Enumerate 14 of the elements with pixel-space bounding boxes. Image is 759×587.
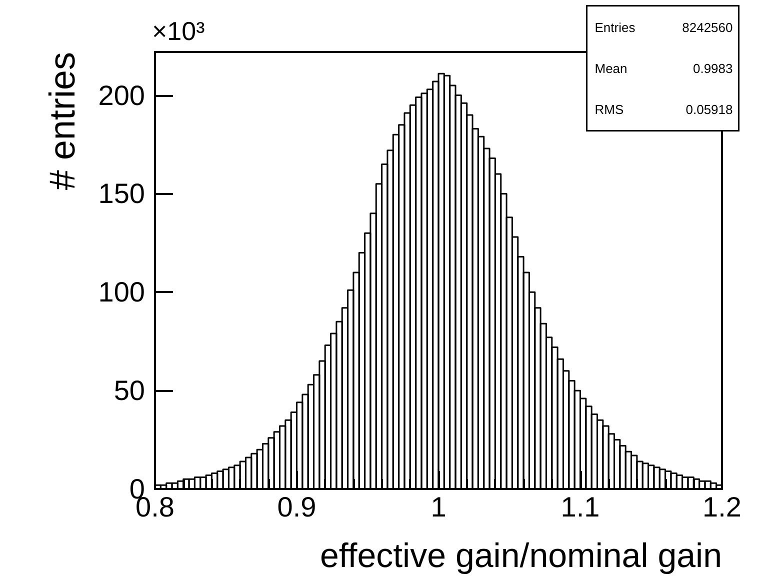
y-tick-label: 100 — [98, 276, 145, 308]
y-axis-title: # entries — [42, 52, 82, 190]
text: Mean 0.9983 — [594, 60, 733, 76]
x-tick-label: 1.1 — [560, 492, 600, 522]
text: ×10³ — [152, 16, 206, 46]
text: RMS 0.05918 — [594, 102, 733, 117]
text: Entries 8242560 — [594, 20, 733, 35]
x-tick-label: 1 — [430, 492, 446, 522]
x-tick-label: 1.2 — [702, 492, 742, 522]
x-tick-label: 0.9 — [277, 492, 316, 522]
y-tick-label: 50 — [114, 375, 145, 406]
y-tick-label: 200 — [98, 80, 145, 111]
x-axis-title: effective gain/nominal gain — [320, 537, 722, 575]
y-tick-label: 150 — [98, 178, 145, 210]
